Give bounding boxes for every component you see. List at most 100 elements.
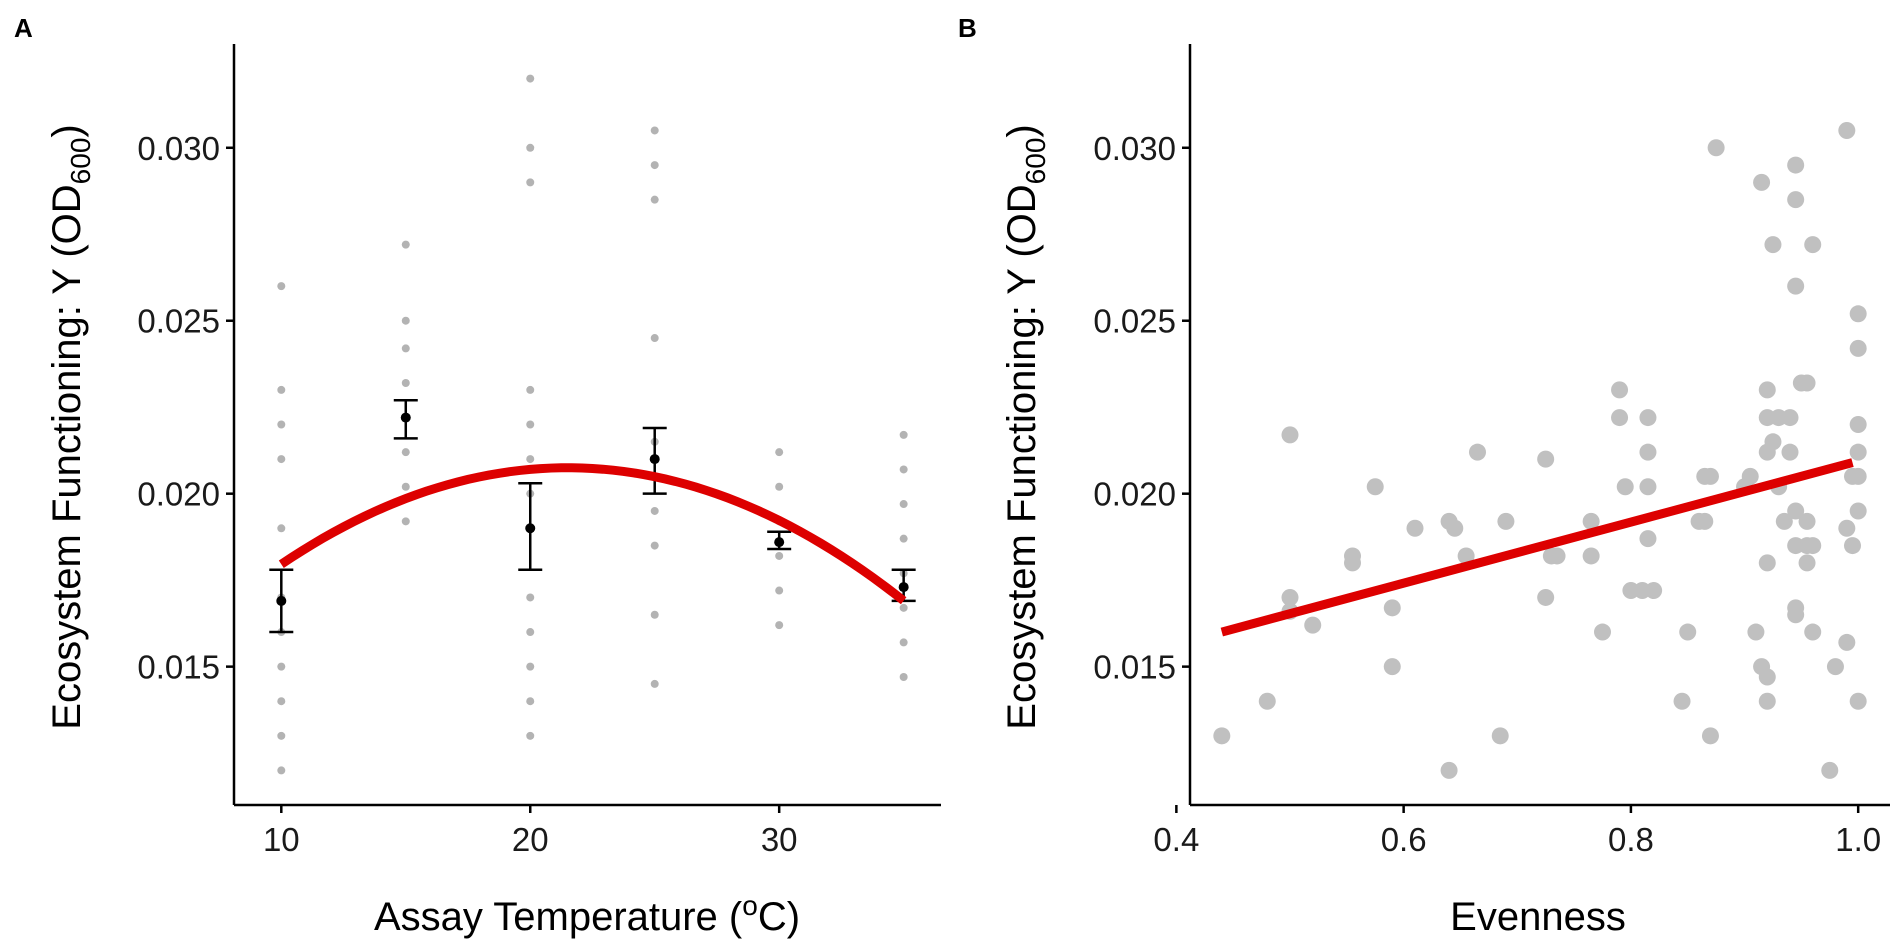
panel-a-raw-point xyxy=(401,448,410,457)
panel-b-raw-point xyxy=(1497,512,1515,530)
panel-a-x-tick-label: 10 xyxy=(263,821,300,858)
panel-b-raw-points xyxy=(1213,121,1867,779)
panel-a-raw-point xyxy=(277,697,286,706)
panel-a-raw-point xyxy=(899,430,908,439)
panel-b: B 0.015 0.020 0.025 0.030 0.4 0.6 0.8 1.0 Even… xyxy=(958,13,1890,939)
panel-b-ylabel-prefix: Ecosystem Functioning: Y (OD xyxy=(1000,184,1044,729)
panel-a-raw-point xyxy=(650,679,659,688)
panel-b-fit-line xyxy=(1220,458,1854,637)
panel-b-raw-point xyxy=(1491,727,1509,745)
panel-b-raw-point xyxy=(1798,554,1816,572)
panel-b-plot-area xyxy=(1213,121,1867,779)
panel-b-x-tick-label: 0.8 xyxy=(1608,821,1654,858)
panel-b-raw-point xyxy=(1701,467,1719,485)
panel-a-xlabel-suffix: C) xyxy=(758,895,800,939)
panel-a-mean-point xyxy=(774,537,785,548)
panel-a-raw-point xyxy=(277,420,286,429)
panel-b-raw-point xyxy=(1344,554,1361,572)
panel-a-raw-point xyxy=(277,731,286,740)
panel-b-raw-point xyxy=(1781,443,1799,461)
panel-a-raw-point xyxy=(401,378,410,387)
panel-a-x-tick-label: 30 xyxy=(761,821,798,858)
panel-a-fit-curve xyxy=(278,463,907,605)
panel-b-raw-point xyxy=(1844,537,1861,555)
panel-b-raw-point xyxy=(1281,588,1299,606)
panel-b-raw-point xyxy=(1611,409,1629,427)
panel-a-xlabel-sup: o xyxy=(742,890,758,921)
panel-a-raw-point xyxy=(775,621,784,630)
panel-b-raw-point xyxy=(1639,409,1657,427)
panel-a-raw-point xyxy=(650,126,659,135)
panel-b-y-tick-label: 0.030 xyxy=(1093,130,1176,167)
panel-b-raw-point xyxy=(1838,121,1856,139)
panel-a-raw-points xyxy=(277,74,908,775)
panel-a-raw-point xyxy=(775,586,784,595)
panel-a-y-tick-label: 0.025 xyxy=(137,303,220,340)
panel-b-raw-point xyxy=(1849,305,1867,323)
panel-a-raw-point xyxy=(526,593,535,602)
panel-a-letter: A xyxy=(14,13,33,43)
panel-b-raw-point xyxy=(1849,502,1867,520)
panel-b-raw-point xyxy=(1753,173,1771,191)
panel-a-raw-point xyxy=(401,344,410,353)
panel-b-raw-point xyxy=(1804,537,1822,555)
panel-a-raw-point xyxy=(401,482,410,491)
panel-b-raw-point xyxy=(1537,450,1555,468)
panel-a: A 0.015 0.020 0.025 0.030 10 20 30 Assay Temp… xyxy=(14,13,941,939)
panel-a-raw-point xyxy=(277,662,286,671)
panel-b-raw-point xyxy=(1304,616,1322,634)
panel-b-raw-point xyxy=(1548,547,1566,565)
panel-a-xlabel-prefix: Assay Temperature ( xyxy=(374,895,743,939)
panel-a-raw-point xyxy=(526,697,535,706)
panel-a-y-tick-label: 0.020 xyxy=(137,476,220,513)
panel-a-raw-point xyxy=(526,74,535,83)
panel-b-raw-point xyxy=(1616,478,1634,496)
panel-b-raw-point xyxy=(1741,467,1759,485)
panel-b-raw-point xyxy=(1787,606,1805,624)
panel-a-plot-area xyxy=(269,74,916,775)
panel-b-x-ticks: 0.4 0.6 0.8 1.0 xyxy=(1153,805,1881,858)
panel-b-y-tick-label: 0.025 xyxy=(1093,303,1176,340)
panel-b-raw-point xyxy=(1804,623,1822,641)
panel-b-raw-point xyxy=(1804,236,1822,254)
panel-a-mean-point xyxy=(898,582,909,593)
panel-a-raw-point xyxy=(899,638,908,647)
panel-b-raw-point xyxy=(1758,668,1776,686)
panel-a-mean-point xyxy=(649,454,660,465)
panel-b-raw-point xyxy=(1781,409,1799,427)
panel-b-raw-point xyxy=(1775,512,1793,530)
panel-a-raw-point xyxy=(526,143,535,152)
panel-b-raw-point xyxy=(1582,512,1600,530)
panel-a-x-ticks: 10 20 30 xyxy=(263,805,798,858)
panel-a-raw-point xyxy=(401,240,410,249)
panel-b-raw-point xyxy=(1849,339,1867,357)
panel-a-raw-point xyxy=(899,673,908,682)
panel-b-raw-point xyxy=(1383,658,1401,676)
panel-b-raw-point xyxy=(1258,692,1276,710)
panel-a-y-axis-title: Ecosystem Functioning: Y (OD600) xyxy=(45,124,96,729)
panel-b-ylabel-suffix: ) xyxy=(1000,124,1044,137)
panel-b-y-tick-label: 0.020 xyxy=(1093,476,1176,513)
panel-b-raw-point xyxy=(1645,582,1663,600)
panel-a-mean-point xyxy=(400,412,411,423)
panel-b-raw-point xyxy=(1582,547,1600,565)
panel-b-raw-point xyxy=(1826,658,1844,676)
panel-a-raw-point xyxy=(401,316,410,325)
panel-b-raw-point xyxy=(1537,588,1555,606)
panel-b-raw-point xyxy=(1798,374,1816,392)
panel-a-raw-point xyxy=(899,534,908,543)
panel-b-raw-point xyxy=(1764,433,1782,451)
panel-a-mean-point xyxy=(525,523,536,534)
panel-b-raw-point xyxy=(1673,692,1691,710)
panel-b-raw-point xyxy=(1457,547,1475,565)
panel-a-raw-point xyxy=(650,161,659,170)
panel-a-raw-point xyxy=(650,195,659,204)
panel-b-raw-point xyxy=(1701,727,1719,745)
panel-b-raw-point xyxy=(1611,381,1629,399)
panel-b-y-ticks: 0.015 0.020 0.025 0.030 xyxy=(1093,130,1190,686)
panel-b-raw-point xyxy=(1849,692,1867,710)
panel-a-ylabel-suffix: ) xyxy=(45,124,89,137)
panel-a-y-ticks: 0.015 0.020 0.025 0.030 xyxy=(137,130,234,686)
panel-a-raw-point xyxy=(650,506,659,515)
panel-a-raw-point xyxy=(526,628,535,637)
